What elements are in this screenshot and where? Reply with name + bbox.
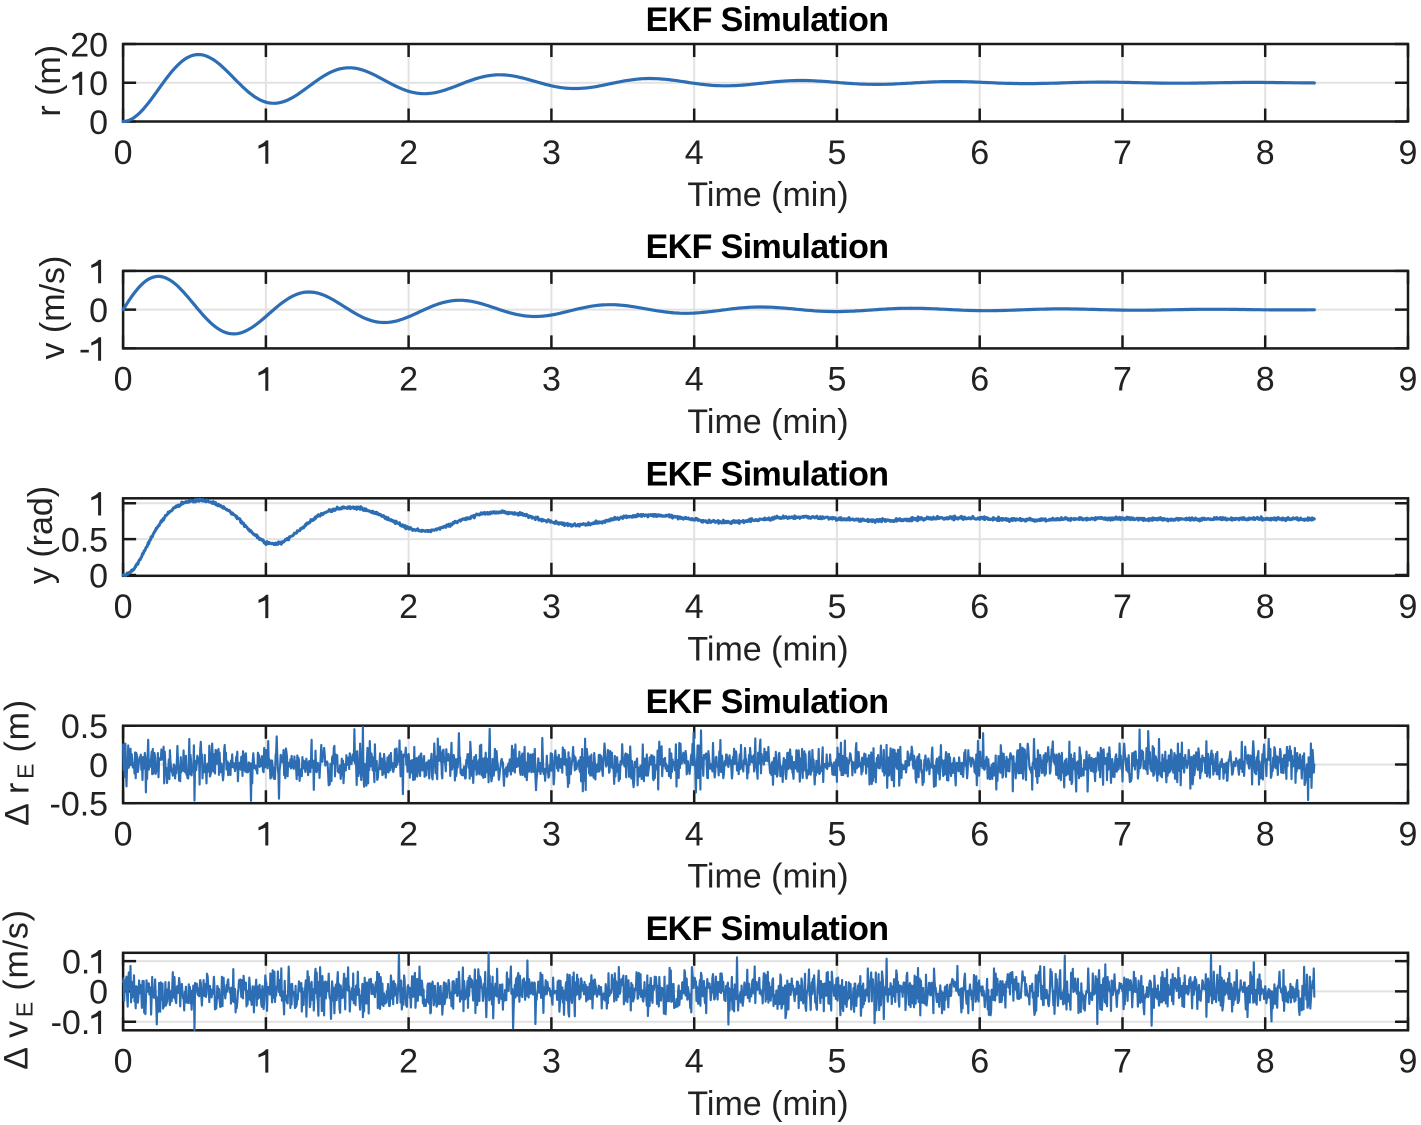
svg-text:5: 5: [827, 134, 846, 172]
svg-text:0.: 0.: [62, 943, 90, 981]
svg-text:3: 3: [542, 1043, 561, 1081]
svg-text:0: 0: [89, 104, 108, 142]
svg-text:2: 2: [399, 134, 418, 172]
svg-text:v (m/s): v (m/s): [34, 256, 72, 360]
svg-text:2: 2: [399, 816, 418, 854]
svg-text:-0.: -0.: [51, 1004, 91, 1042]
svg-text:Time (min): Time (min): [687, 176, 848, 214]
svg-text:5: 5: [827, 1043, 846, 1081]
svg-text:0: 0: [89, 747, 108, 785]
svg-text:5: 5: [827, 816, 846, 854]
svg-text:7: 7: [1113, 1043, 1132, 1081]
svg-text:9: 9: [1399, 588, 1418, 626]
svg-text:8: 8: [1256, 134, 1275, 172]
svg-text:-: -: [79, 331, 90, 369]
svg-text:0: 0: [89, 292, 108, 330]
svg-text:0: 0: [114, 361, 133, 399]
svg-text:20: 20: [70, 26, 108, 64]
svg-text:4: 4: [685, 1043, 704, 1081]
svg-text:8: 8: [1256, 588, 1275, 626]
svg-text:6: 6: [970, 816, 989, 854]
svg-text:Time (min): Time (min): [687, 1085, 848, 1123]
svg-text:0: 0: [114, 816, 133, 854]
svg-text:6: 6: [970, 1043, 989, 1081]
svg-text:Time (min): Time (min): [687, 403, 848, 441]
svg-text:2: 2: [399, 588, 418, 626]
svg-text:0: 0: [114, 134, 133, 172]
svg-text:4: 4: [685, 816, 704, 854]
svg-text:2: 2: [399, 361, 418, 399]
svg-text:4: 4: [685, 134, 704, 172]
svg-text:0.5: 0.5: [61, 521, 108, 559]
svg-text:6: 6: [970, 134, 989, 172]
svg-text:3: 3: [542, 816, 561, 854]
svg-text:9: 9: [1399, 1043, 1418, 1081]
svg-text:9: 9: [1399, 816, 1418, 854]
svg-text:EKF Simulation: EKF Simulation: [646, 228, 889, 266]
svg-text:4: 4: [685, 588, 704, 626]
svg-text:8: 8: [1256, 1043, 1275, 1081]
svg-text:3: 3: [542, 588, 561, 626]
svg-text:3: 3: [542, 361, 561, 399]
svg-text:EKF Simulation: EKF Simulation: [646, 455, 889, 493]
svg-text:9: 9: [1399, 134, 1418, 172]
svg-text:7: 7: [1113, 134, 1132, 172]
svg-text:0: 0: [114, 1043, 133, 1081]
svg-text:7: 7: [1113, 361, 1132, 399]
svg-text:-0.5: -0.5: [50, 786, 109, 824]
svg-text:0.5: 0.5: [61, 708, 108, 746]
svg-text:6: 6: [970, 588, 989, 626]
svg-text:0: 0: [89, 65, 108, 103]
svg-text:3: 3: [542, 134, 561, 172]
svg-text:Time (min): Time (min): [687, 630, 848, 668]
svg-text:5: 5: [827, 588, 846, 626]
svg-text:EKF Simulation: EKF Simulation: [646, 1, 889, 39]
svg-text:8: 8: [1256, 816, 1275, 854]
svg-text:7: 7: [1113, 816, 1132, 854]
svg-text:2: 2: [399, 1043, 418, 1081]
svg-text:0: 0: [89, 974, 108, 1012]
svg-text:Δ vE (m/s): Δ vE (m/s): [0, 909, 38, 1070]
svg-text:EKF Simulation: EKF Simulation: [646, 683, 889, 721]
svg-text:Time (min): Time (min): [687, 858, 848, 896]
svg-text:0: 0: [89, 557, 108, 595]
svg-text:Δ rE (m): Δ rE (m): [0, 699, 39, 826]
svg-text:5: 5: [827, 361, 846, 399]
svg-text:9: 9: [1399, 361, 1418, 399]
svg-text:7: 7: [1113, 588, 1132, 626]
svg-text:6: 6: [970, 361, 989, 399]
svg-text:r (m): r (m): [30, 45, 68, 117]
svg-text:y (rad): y (rad): [22, 486, 60, 584]
svg-text:4: 4: [685, 361, 704, 399]
svg-text:0: 0: [114, 588, 133, 626]
svg-text:8: 8: [1256, 361, 1275, 399]
svg-text:EKF Simulation: EKF Simulation: [646, 910, 889, 948]
